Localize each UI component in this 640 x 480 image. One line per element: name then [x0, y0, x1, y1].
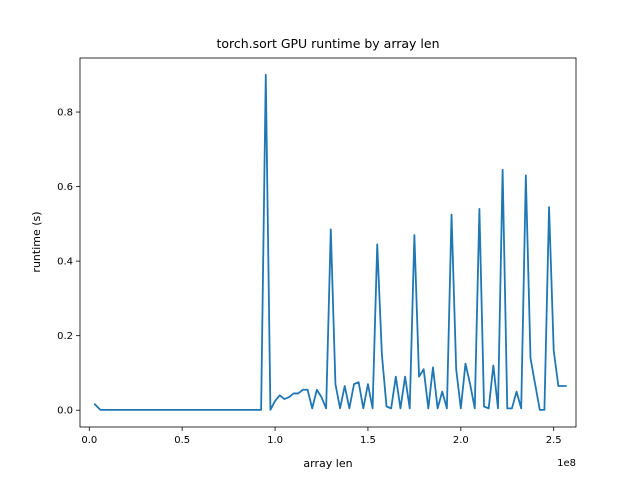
- x-tick-label: 0.0: [81, 435, 97, 446]
- x-tick-label: 1.5: [360, 435, 376, 446]
- y-tick-label: 0.6: [57, 182, 73, 193]
- x-tick-label: 2.5: [546, 435, 562, 446]
- x-axis-label: array len: [303, 457, 352, 470]
- x-tick-label: 0.5: [174, 435, 190, 446]
- y-tick-label: 0.8: [57, 108, 73, 119]
- runtime-series-line: [95, 75, 566, 410]
- y-axis-ticks: 0.0 0.2 0.4 0.6 0.8: [57, 108, 80, 417]
- x-tick-label: 1.0: [267, 435, 283, 446]
- x-axis-ticks: 0.0 0.5 1.0 1.5 2.0 2.5: [81, 427, 561, 446]
- x-tick-label: 2.0: [453, 435, 469, 446]
- chart-title: torch.sort GPU runtime by array len: [216, 36, 439, 51]
- y-axis-label: runtime (s): [30, 211, 43, 272]
- y-tick-label: 0.4: [57, 257, 73, 268]
- x-axis-multiplier: 1e8: [557, 458, 576, 469]
- y-tick-label: 0.0: [57, 406, 73, 417]
- y-tick-label: 0.2: [57, 331, 73, 342]
